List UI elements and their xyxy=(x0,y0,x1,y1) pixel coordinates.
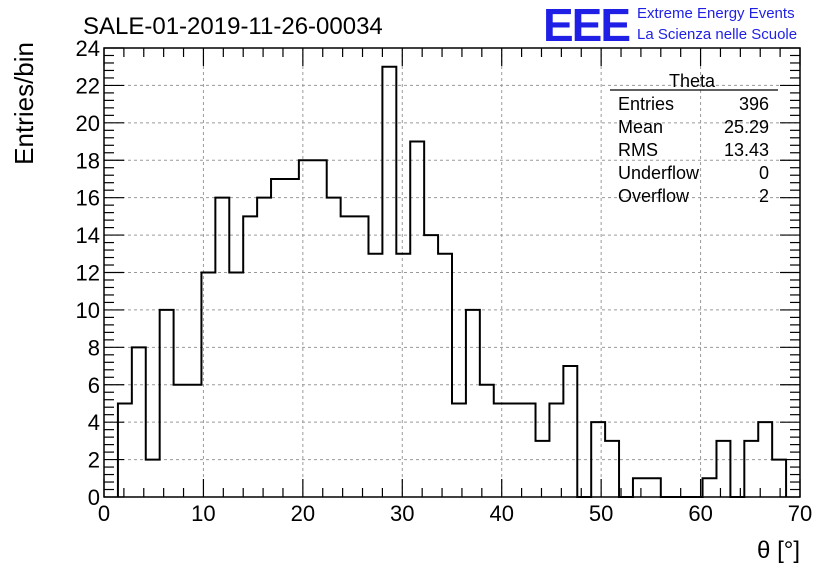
stats-label: Overflow xyxy=(618,186,690,206)
y-tick-label: 14 xyxy=(76,223,100,248)
x-tick-label: 50 xyxy=(589,501,613,526)
y-axis-label: Entries/bin xyxy=(9,42,39,165)
y-tick-label: 10 xyxy=(76,298,100,323)
y-tick-label: 22 xyxy=(76,73,100,98)
stats-label: RMS xyxy=(618,140,658,160)
x-tick-label: 40 xyxy=(489,501,513,526)
eee-logo-mark: EEE xyxy=(543,0,629,51)
stats-box: Theta Entries 396 Mean 25.29 RMS 13.43 Underfl… xyxy=(610,71,778,206)
histogram-series xyxy=(116,65,788,498)
x-tick-labels: 0 10 20 30 40 50 60 70 xyxy=(98,501,812,526)
chart-title: SALE-01-2019-11-26-00034 xyxy=(83,13,383,40)
y-tick-label: 12 xyxy=(76,261,100,286)
eee-logo-line1: Extreme Energy Events xyxy=(637,5,795,22)
eee-logo: EEE Extreme Energy Events La Scienza nel… xyxy=(543,0,797,51)
axis-ticks xyxy=(103,47,801,498)
y-tick-label: 6 xyxy=(88,373,100,398)
stats-box-title: Theta xyxy=(669,71,716,91)
stats-value: 25.29 xyxy=(724,117,769,137)
y-tick-label: 8 xyxy=(88,335,100,360)
x-tick-label: 70 xyxy=(788,501,812,526)
x-axis-label: θ [°] xyxy=(757,537,800,564)
stats-value: 0 xyxy=(759,163,769,183)
stats-value: 2 xyxy=(759,186,769,206)
y-tick-label: 24 xyxy=(76,36,100,61)
stats-label: Mean xyxy=(618,117,663,137)
eee-logo-line2: La Scienza nelle Scuole xyxy=(637,26,797,43)
y-tick-label: 18 xyxy=(76,148,100,173)
stats-label: Entries xyxy=(618,94,674,114)
stats-label: Underflow xyxy=(618,163,700,183)
y-tick-label: 0 xyxy=(88,485,100,510)
x-tick-label: 60 xyxy=(688,501,712,526)
x-tick-label: 30 xyxy=(390,501,414,526)
x-tick-label: 10 xyxy=(191,501,215,526)
y-tick-label: 4 xyxy=(88,410,100,435)
stats-value: 396 xyxy=(739,94,769,114)
stats-value: 13.43 xyxy=(724,140,769,160)
x-tick-label: 20 xyxy=(291,501,315,526)
y-tick-label: 2 xyxy=(88,448,100,473)
y-tick-label: 20 xyxy=(76,111,100,136)
y-tick-label: 16 xyxy=(76,186,100,211)
x-tick-label: 0 xyxy=(98,501,110,526)
stats-rows: Entries 396 Mean 25.29 RMS 13.43 Underflow 0 Ove… xyxy=(618,94,769,206)
